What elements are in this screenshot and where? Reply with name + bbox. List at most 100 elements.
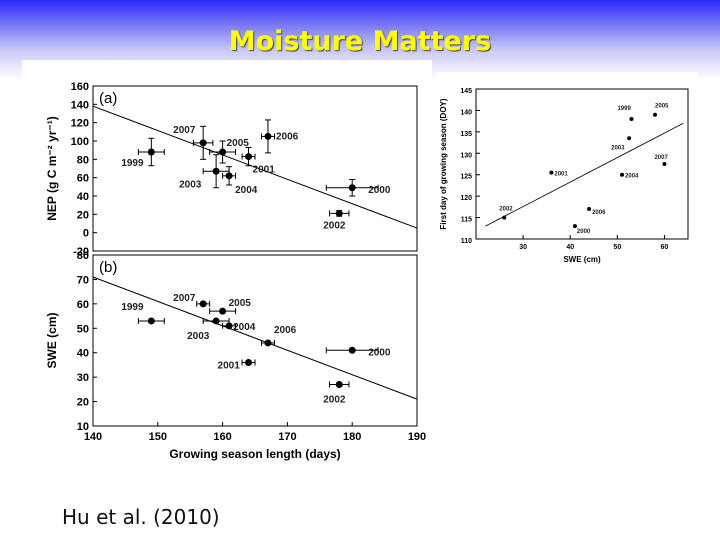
data-point [264, 132, 272, 140]
x-axis-title: SWE (cm) [563, 255, 601, 264]
data-point [245, 358, 253, 366]
x-tick-label: 60 [661, 244, 669, 251]
x-tick-label: 150 [149, 431, 167, 443]
y-tick-label: 135 [460, 131, 472, 138]
data-point [627, 136, 632, 141]
data-point [199, 300, 207, 308]
y-tick-label: 120 [71, 118, 89, 130]
right-chart-figure: 110 115 120 125 130 135 140 145 30 40 50 60 1999 2005… [436, 72, 697, 272]
y-tick-label: 140 [71, 99, 89, 111]
x-axis-title: Growing season length (days) [169, 447, 340, 461]
point-year-label: 2001 [218, 360, 241, 371]
data-point [212, 317, 220, 325]
point-year-label: 2005 [655, 104, 669, 110]
data-point [212, 167, 220, 175]
x-tick-label: 50 [613, 244, 621, 251]
panel-b-swe: 10 20 30 40 50 60 70 80 140 150 160 170 180 190 (b) 199… [45, 250, 426, 461]
x-tick-label: 160 [213, 431, 231, 443]
data-point [147, 148, 155, 156]
x-tick-label: 40 [566, 244, 574, 251]
trend-line [92, 276, 418, 400]
point-year-label: 2006 [274, 325, 297, 336]
y-tick-label: 130 [460, 152, 472, 159]
panel-letter: (b) [99, 259, 117, 276]
point-year-label: 2001 [253, 165, 276, 176]
y-tick-label: 20 [77, 209, 89, 221]
point-year-label: 2002 [499, 207, 513, 213]
y-tick-label: 145 [460, 88, 472, 95]
y-tick-label: 160 [71, 81, 89, 93]
x-tick-label: 180 [343, 431, 361, 443]
data-point [225, 322, 233, 330]
slide-title: Moisture Matters [228, 26, 492, 57]
point-year-label: 2004 [235, 185, 258, 196]
y-tick-label: 80 [77, 250, 89, 262]
y-tick-label: 70 [77, 274, 89, 286]
data-point [348, 346, 356, 354]
y-tick-label: 80 [77, 154, 89, 166]
x-tick-label: 190 [408, 431, 426, 443]
point-year-label: 2007 [173, 293, 196, 304]
y-tick-label: 110 [461, 238, 472, 245]
citation: Hu et al. (2010) [62, 505, 220, 529]
data-point [572, 224, 577, 229]
data-point [219, 307, 227, 315]
plot-frame [92, 254, 418, 427]
y-tick-label: 40 [77, 348, 89, 360]
point-year-label: 2000 [368, 347, 391, 358]
y-tick-label: 60 [77, 173, 89, 185]
point-year-label: 2006 [276, 131, 299, 142]
point-year-label: 2005 [229, 298, 252, 309]
y-tick-label: 140 [460, 109, 472, 116]
data-point [549, 170, 554, 175]
data-point [629, 117, 634, 121]
point-year-label: 2002 [323, 220, 346, 231]
plot-frame [92, 85, 418, 252]
point-year-label: 2001 [554, 172, 568, 178]
y-tick-label: -20 [73, 246, 89, 258]
x-tick-label: 30 [519, 244, 527, 251]
data-point [225, 172, 233, 180]
point-year-label: 1999 [121, 302, 144, 313]
data-point [620, 172, 625, 177]
y-tick-label: 120 [460, 195, 472, 202]
y-tick-label: 30 [77, 372, 89, 384]
y-tick-label: 115 [461, 217, 472, 224]
data-point [199, 139, 207, 147]
data-point [245, 153, 253, 161]
data-point [653, 112, 658, 117]
plot-frame [475, 88, 689, 240]
data-point [335, 380, 343, 388]
point-year-label: 2002 [323, 394, 346, 405]
point-year-label: 2007 [654, 155, 668, 161]
point-year-label: 2004 [233, 322, 256, 333]
y-axis-title: NEP (g C m⁻² yr⁻¹) [45, 116, 59, 220]
y-tick-label: 10 [77, 421, 89, 433]
trend-line [92, 105, 418, 229]
data-point [348, 184, 356, 192]
x-tick-label: 170 [278, 431, 296, 443]
y-axis-title: SWE (cm) [45, 312, 59, 368]
data-point [502, 215, 507, 220]
panel-doy-vs-swe: 110 115 120 125 130 135 140 145 30 40 50 60 1999 2005… [439, 88, 689, 264]
point-year-label: 2000 [368, 185, 391, 196]
point-year-label: 2006 [592, 210, 606, 216]
y-tick-label: 125 [460, 174, 472, 181]
data-point [147, 317, 155, 325]
x-tick-label: 140 [84, 431, 102, 443]
panel-letter: (a) [99, 90, 117, 107]
data-point [587, 207, 592, 211]
point-year-label: 2005 [227, 138, 250, 149]
point-year-label: 1999 [617, 106, 631, 112]
point-year-label: 2003 [611, 145, 625, 151]
point-year-label: 2007 [173, 125, 196, 136]
data-point [662, 162, 667, 166]
main-chart-figure: -20 0 20 40 60 80 100 120 140 160 (a) 1999 2007 2005 2… [22, 60, 432, 470]
y-tick-label: 50 [77, 323, 89, 335]
y-tick-label: 100 [71, 136, 89, 148]
point-year-label: 1999 [121, 158, 144, 169]
y-tick-label: 20 [77, 397, 89, 409]
point-year-label: 2003 [179, 179, 202, 190]
point-year-label: 2000 [577, 229, 591, 235]
y-tick-label: 40 [77, 191, 89, 203]
